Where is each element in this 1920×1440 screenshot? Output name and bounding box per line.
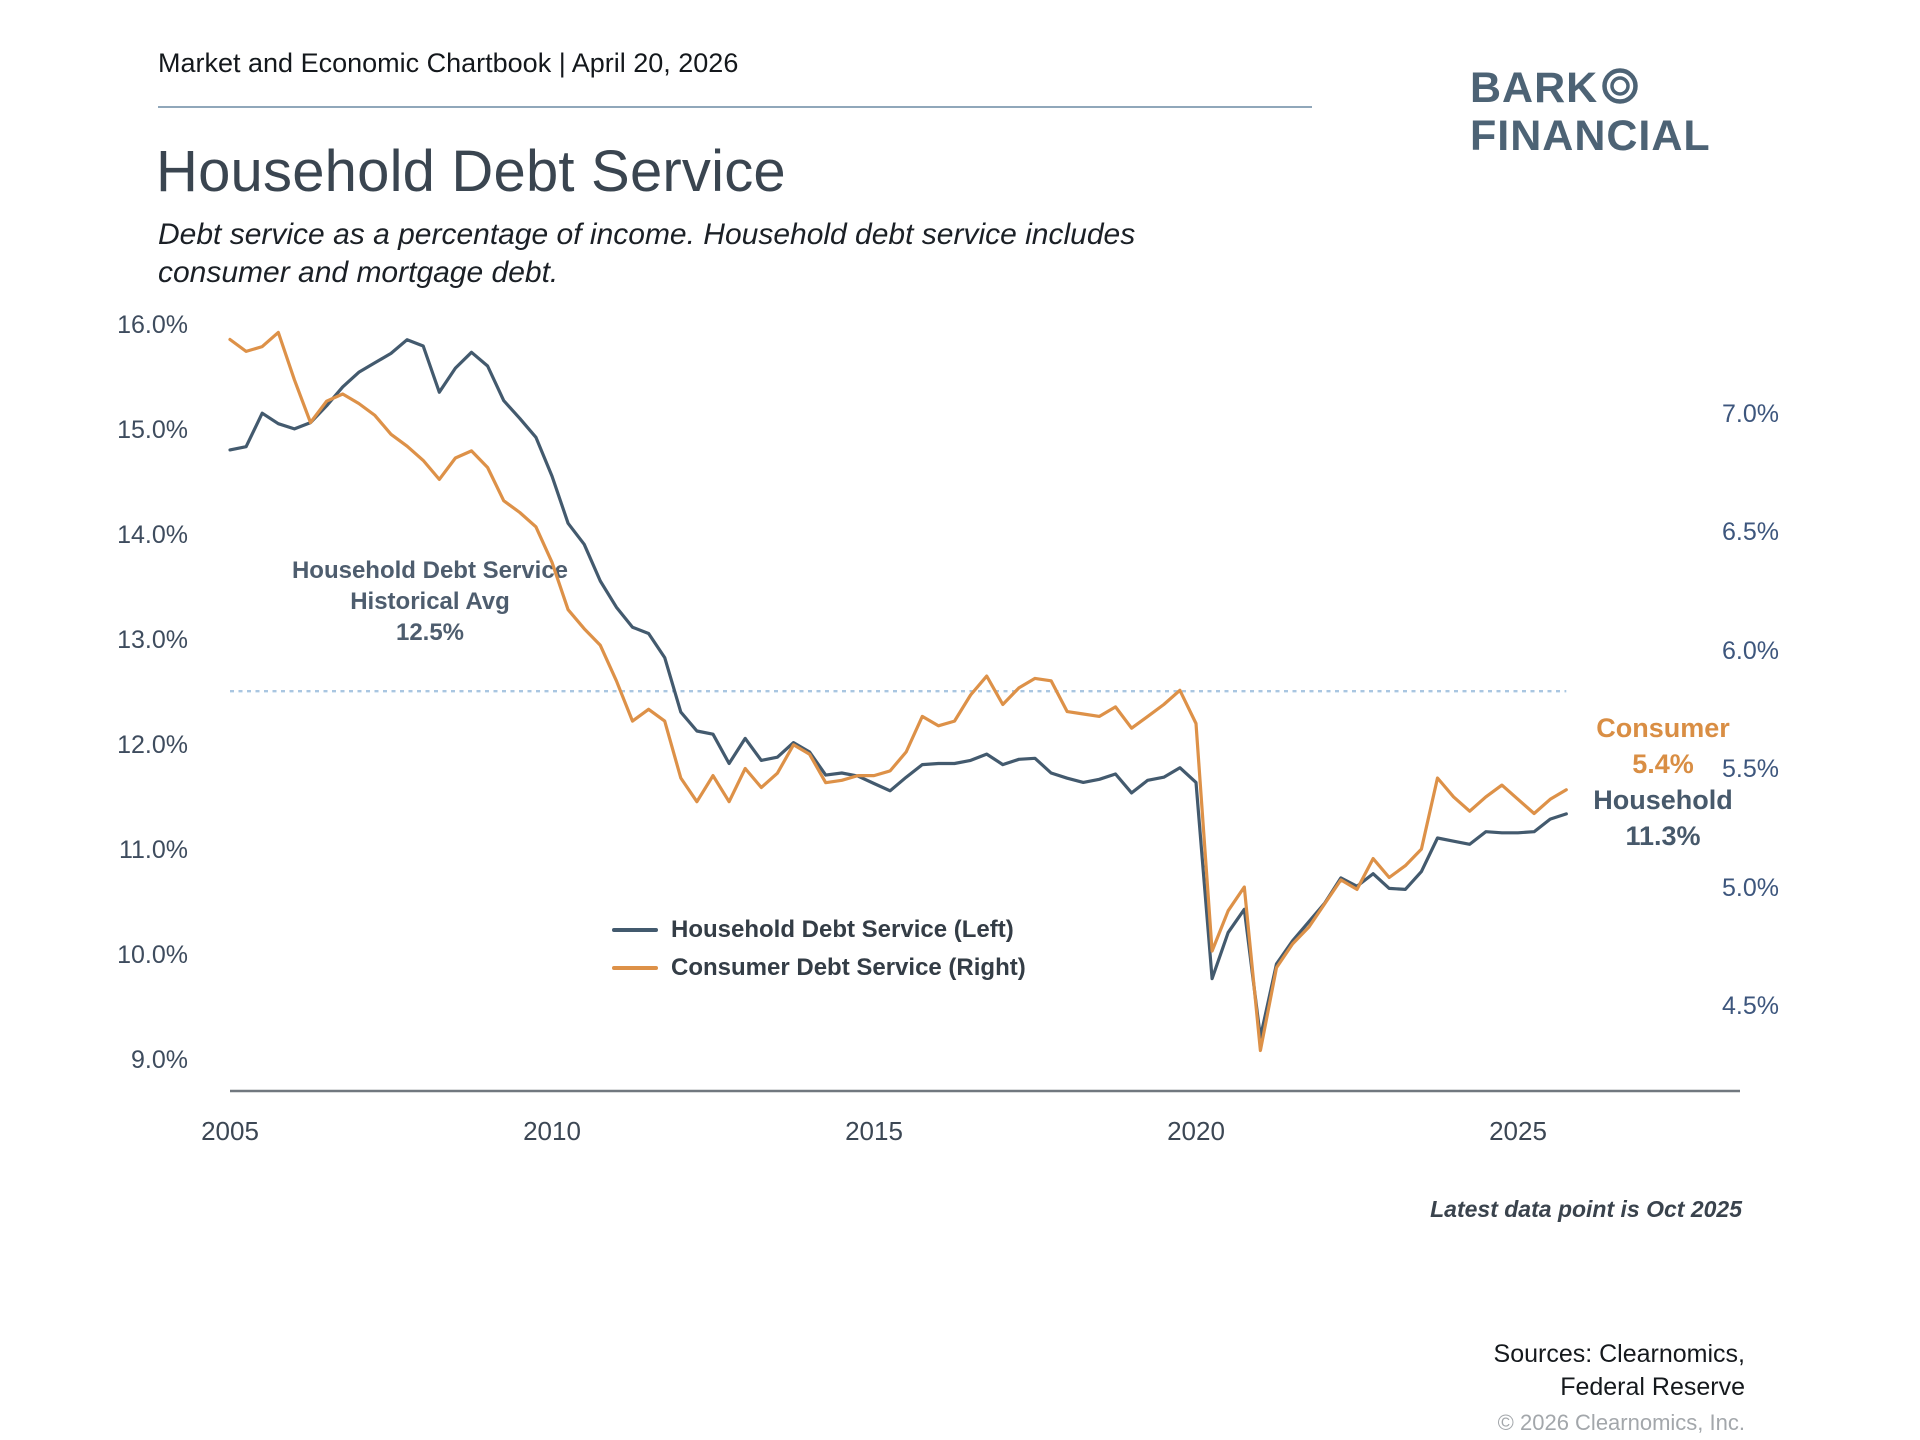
latest-data-note: Latest data point is Oct 2025 [1430,1196,1742,1222]
left-axis-tick: 9.0% [131,1046,188,1074]
chart-legend: Household Debt Service (Left) Consumer D… [612,916,1026,992]
right-axis-tick: 6.5% [1722,518,1779,546]
household-line-swatch [612,928,658,932]
x-axis-tick: 2005 [201,1116,259,1146]
right-axis-tick: 6.0% [1722,637,1779,665]
consumer-end-value: 5.4% [1632,749,1694,779]
header-divider [158,106,1312,108]
right-axis-tick: 4.5% [1722,992,1779,1020]
x-axis-tick: 2025 [1489,1116,1547,1146]
x-axis-tick: 2015 [845,1116,903,1146]
right-axis-tick: 7.0% [1722,400,1779,428]
x-axis-tick: 2020 [1167,1116,1225,1146]
household-series-line [228,338,1568,1039]
left-axis-tick: 11.0% [119,836,188,864]
left-axis-tick: 10.0% [117,941,188,969]
right-axis-tick: 5.5% [1722,755,1779,783]
legend-item-consumer: Consumer Debt Service (Right) [612,954,1026,982]
chartbook-header: Market and Economic Chartbook | April 20… [158,48,739,78]
double-ring-icon [1602,68,1638,104]
right-axis-tick: 5.0% [1722,874,1779,902]
left-axis-tick: 14.0% [117,521,188,549]
historical-avg-label: Household Debt Service [292,557,568,584]
sources-line2: Federal Reserve [1560,1373,1745,1401]
legend-item-household: Household Debt Service (Left) [612,916,1026,944]
series-end-labels: Consumer 5.4% Household 11.3% [1577,710,1749,854]
historical-avg-label: Historical Avg [350,588,510,615]
legend-label: Household Debt Service (Left) [671,916,1014,943]
consumer-end-label: Consumer [1596,713,1730,743]
historical-avg-label: 12.5% [396,619,464,646]
household-end-value: 11.3% [1625,821,1701,851]
copyright-note: © 2026 Clearnomics, Inc. [1497,1410,1745,1435]
sources-block: Sources: Clearnomics, Federal Reserve © … [1494,1338,1745,1439]
subtitle-line1: Debt service as a percentage of income. … [158,218,1136,251]
consumer-line-swatch [612,966,658,970]
consumer-series-line [228,330,1568,1053]
page-title: Household Debt Service [156,139,786,204]
household-end-label: Household [1593,785,1733,815]
subtitle-line2: consumer and mortgage debt. [158,256,559,289]
left-axis-tick: 12.0% [117,731,188,759]
left-axis-tick: 13.0% [117,626,188,654]
logo-text-financial: FINANCIAL [1470,112,1711,160]
logo-text-bark: BARK [1470,64,1599,112]
brand-logo: BARK FINANCIAL [1470,64,1711,160]
sources-line1: Sources: Clearnomics, [1493,1340,1745,1368]
left-axis-tick: 15.0% [117,416,188,444]
legend-label: Consumer Debt Service (Right) [671,954,1026,981]
page-subtitle: Debt service as a percentage of income. … [158,216,1135,292]
left-axis-tick: 16.0% [117,311,188,339]
x-axis-tick: 2010 [523,1116,581,1146]
